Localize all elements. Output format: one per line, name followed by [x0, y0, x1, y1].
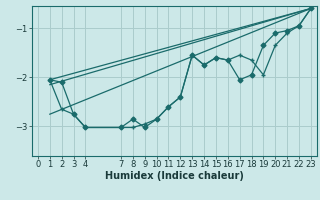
- X-axis label: Humidex (Indice chaleur): Humidex (Indice chaleur): [105, 171, 244, 181]
